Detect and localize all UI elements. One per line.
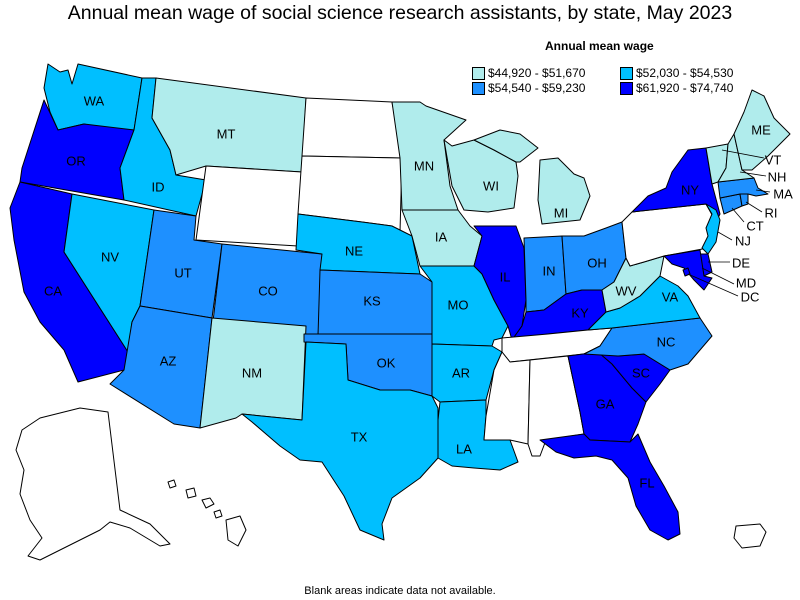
- leader-RI: [745, 201, 763, 213]
- label-MO: MO: [448, 297, 469, 312]
- leader-MD: [701, 267, 735, 285]
- label-FL: FL: [639, 475, 654, 490]
- label-OH: OH: [587, 255, 607, 270]
- label-WA: WA: [84, 93, 105, 108]
- label-VT: VT: [765, 152, 782, 167]
- label-OK: OK: [377, 355, 396, 370]
- label-CO: CO: [258, 283, 278, 298]
- legend-item-4: $61,920 - $74,740: [620, 81, 733, 95]
- legend-item-2: $52,030 - $54,530: [620, 66, 733, 80]
- leader-DC: [687, 273, 739, 297]
- state-NJ[interactable]: [701, 203, 721, 255]
- label-TX: TX: [351, 429, 368, 444]
- label-IL: IL: [500, 269, 511, 284]
- leader-NJ: [717, 231, 733, 241]
- label-MI: MI: [554, 205, 568, 220]
- state-WY[interactable]: [195, 165, 303, 247]
- legend-swatch-4: [620, 81, 633, 95]
- state-MN[interactable]: [391, 101, 467, 211]
- label-WI: WI: [483, 178, 499, 193]
- label-CT: CT: [746, 218, 763, 233]
- footnote: Blank areas indicate data not available.: [304, 585, 496, 597]
- label-ME: ME: [751, 122, 771, 137]
- state-TX[interactable]: [241, 341, 439, 541]
- state-HI[interactable]: [167, 479, 247, 547]
- state-MA[interactable]: [717, 177, 769, 199]
- label-KY: KY: [571, 305, 589, 320]
- state-IL[interactable]: [473, 225, 527, 341]
- map-title: Annual mean wage of social science resea…: [67, 2, 733, 24]
- label-UT: UT: [174, 265, 191, 280]
- legend-label-1: $44,920 - $51,670: [488, 66, 586, 80]
- label-NJ: NJ: [735, 233, 751, 248]
- label-IA: IA: [435, 229, 448, 244]
- legend-item-1: $44,920 - $51,670: [472, 66, 585, 80]
- label-MA: MA: [773, 186, 793, 201]
- state-RI[interactable]: [739, 193, 749, 207]
- label-CA: CA: [44, 283, 62, 298]
- state-FL[interactable]: [539, 433, 681, 541]
- label-NY: NY: [681, 182, 699, 197]
- label-WV: WV: [616, 283, 637, 298]
- label-DE: DE: [732, 255, 750, 270]
- legend-swatch-2: [620, 66, 633, 80]
- label-AZ: AZ: [160, 353, 177, 368]
- label-AR: AR: [452, 365, 470, 380]
- legend-title: Annual mean wage: [545, 39, 654, 53]
- label-DC: DC: [741, 289, 760, 304]
- state-NC[interactable]: [583, 317, 713, 371]
- label-OR: OR: [66, 153, 86, 168]
- legend-label-2: $52,030 - $54,530: [636, 66, 734, 80]
- state-ME[interactable]: [733, 89, 791, 171]
- state-ND[interactable]: [301, 97, 403, 159]
- label-VA: VA: [662, 289, 679, 304]
- state-MI[interactable]: [473, 129, 591, 225]
- legend-swatch-1: [472, 66, 485, 80]
- legend-label-3: $54,540 - $59,230: [488, 81, 586, 95]
- territory-PR[interactable]: [733, 523, 767, 549]
- leader-CT: [731, 207, 745, 223]
- label-SC: SC: [632, 365, 650, 380]
- label-GA: GA: [596, 396, 615, 411]
- label-RI: RI: [765, 205, 778, 220]
- label-ID: ID: [152, 179, 165, 194]
- label-KS: KS: [363, 293, 381, 308]
- label-NE: NE: [345, 243, 363, 258]
- label-NM: NM: [242, 365, 262, 380]
- leader-VT: [721, 149, 765, 159]
- label-NV: NV: [101, 249, 119, 264]
- legend-swatch-3: [472, 81, 485, 95]
- label-NC: NC: [657, 334, 676, 349]
- leader-NH: [739, 171, 767, 177]
- label-LA: LA: [456, 441, 472, 456]
- legend-label-4: $61,920 - $74,740: [636, 81, 734, 95]
- label-MT: MT: [217, 126, 236, 141]
- label-MN: MN: [414, 158, 434, 173]
- label-IN: IN: [543, 263, 556, 278]
- state-MS[interactable]: [483, 351, 531, 445]
- label-NH: NH: [768, 169, 787, 184]
- legend-item-3: $54,540 - $59,230: [472, 81, 585, 95]
- state-AK[interactable]: [15, 407, 171, 561]
- state-AR[interactable]: [431, 343, 503, 403]
- label-MD: MD: [736, 275, 756, 290]
- leader-MA: [755, 189, 771, 193]
